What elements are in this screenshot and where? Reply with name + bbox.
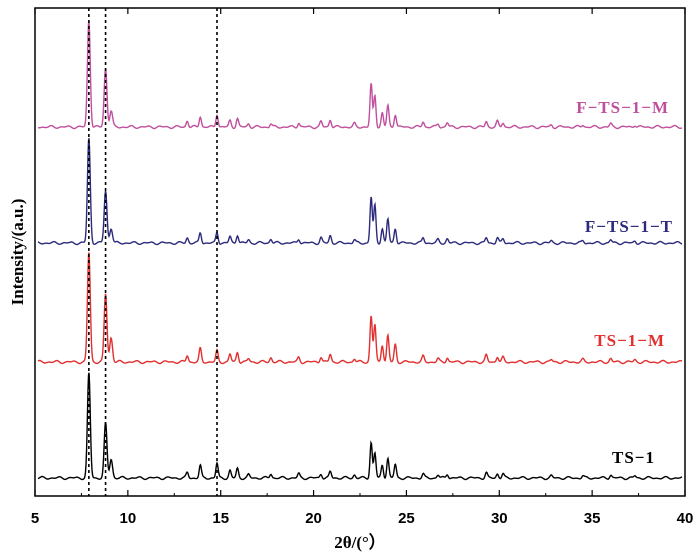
series-label: TS−1−M: [594, 331, 665, 350]
series-line: [37, 372, 683, 481]
x-tick-label: 10: [120, 510, 137, 527]
series-line: [37, 252, 683, 365]
series-labels: TS−1 TS−1−M F−TS−1−T F−TS−1−M: [576, 98, 673, 467]
series-line: [37, 137, 683, 246]
series-label: F−TS−1−T: [585, 217, 673, 236]
series-line: [37, 20, 683, 130]
x-tick-label: 30: [491, 510, 508, 527]
x-axis-title: 2θ/(°）: [334, 532, 386, 552]
y-axis-title: Intensity/(a.u.): [8, 199, 27, 306]
series-lines: [37, 20, 683, 481]
x-tick-label: 15: [212, 510, 229, 527]
x-tick-label: 40: [677, 510, 694, 527]
series-label: TS−1: [612, 448, 655, 467]
x-tick-label: 25: [398, 510, 415, 527]
series-label: F−TS−1−M: [576, 98, 669, 117]
reference-lines: [88, 8, 218, 496]
plot-frame: [34, 7, 686, 497]
x-tick-label: 35: [584, 510, 601, 527]
x-axis-ticks: 5 10 15 20 25 30 35 40: [31, 8, 694, 527]
x-tick-label: 5: [31, 510, 39, 527]
x-tick-label: 20: [305, 510, 322, 527]
